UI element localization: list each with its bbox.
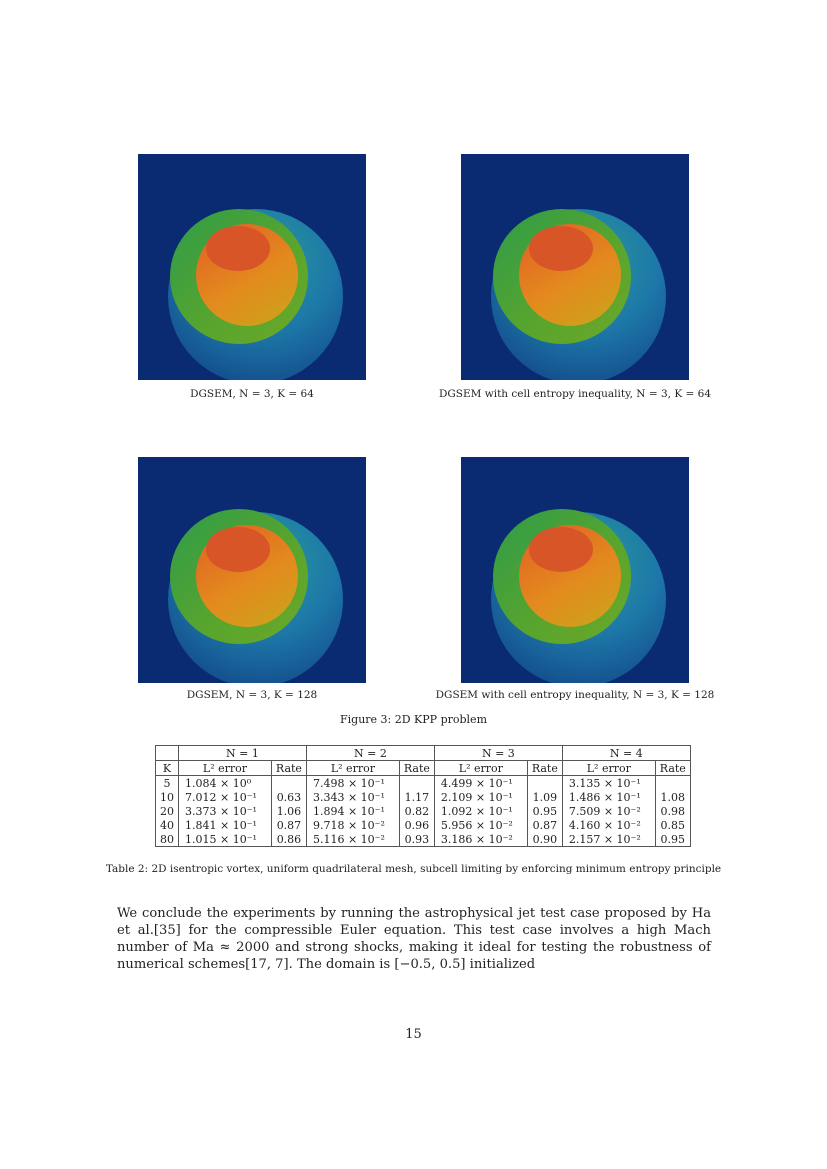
cell-error: 1.092 × 10⁻¹ (433, 804, 528, 818)
cell-error: 3.135 × 10⁻¹ (561, 775, 656, 790)
cell-error: 2.109 × 10⁻¹ (433, 790, 528, 804)
red-cap (529, 527, 593, 572)
cell-error: 3.186 × 10⁻² (433, 832, 528, 847)
panel-caption-tr: DGSEM with cell entropy inequality, N = … (438, 388, 711, 400)
cell-rate: 0.63 (270, 790, 307, 804)
figure-panel-entropy-k64 (461, 154, 689, 380)
col-header-error: L² error (433, 760, 528, 776)
figure-panel-dgsem-k64 (138, 154, 366, 380)
table-row: 20 3.373 × 10⁻¹ 1.06 1.894 × 10⁻¹ 0.82 1… (155, 804, 691, 818)
cell-rate: 0.87 (526, 818, 563, 832)
cell-k: 80 (155, 832, 179, 847)
cell-error: 5.116 × 10⁻² (305, 832, 400, 847)
cell-error: 7.498 × 10⁻¹ (305, 775, 400, 790)
cell-error: 3.373 × 10⁻¹ (178, 804, 272, 818)
group-header: N = 2 (305, 745, 435, 761)
red-cap (206, 527, 270, 572)
cell-error: 1.894 × 10⁻¹ (305, 804, 400, 818)
panel-caption-br: DGSEM with cell entropy inequality, N = … (435, 689, 715, 701)
cell-rate: 0.82 (398, 804, 435, 818)
col-header-error: L² error (561, 760, 656, 776)
cell-rate (270, 775, 307, 790)
body-paragraph: We conclude the experiments by running t… (117, 905, 711, 973)
convergence-table: N = 1 N = 2 N = 3 N = 4 K L² error Rate … (155, 745, 691, 847)
cell-error: 7.509 × 10⁻² (561, 804, 656, 818)
table-row: 40 1.841 × 10⁻¹ 0.87 9.718 × 10⁻² 0.96 5… (155, 818, 691, 832)
group-header: N = 1 (178, 745, 307, 761)
cell-error: 9.718 × 10⁻² (305, 818, 400, 832)
cell-k: 20 (155, 804, 179, 818)
table-row: 10 7.012 × 10⁻¹ 0.63 3.343 × 10⁻¹ 1.17 2… (155, 790, 691, 804)
cell-rate: 0.93 (398, 832, 435, 847)
cell-rate: 0.85 (654, 818, 691, 832)
cell-error: 5.956 × 10⁻² (433, 818, 528, 832)
cell-rate: 1.08 (654, 790, 691, 804)
figure-panel-entropy-k128 (461, 457, 689, 683)
col-header-rate: Rate (398, 760, 435, 776)
cell-error: 1.486 × 10⁻¹ (561, 790, 656, 804)
cell-error: 1.841 × 10⁻¹ (178, 818, 272, 832)
group-header: N = 3 (433, 745, 563, 761)
cell-rate: 1.06 (270, 804, 307, 818)
cell-error: 4.499 × 10⁻¹ (433, 775, 528, 790)
red-cap (206, 226, 270, 271)
table-row: 80 1.015 × 10⁻¹ 0.86 5.116 × 10⁻² 0.93 3… (155, 832, 691, 847)
col-header-rate: Rate (270, 760, 307, 776)
table-row: 5 1.084 × 10⁰ 7.498 × 10⁻¹ 4.499 × 10⁻¹ … (155, 775, 691, 790)
cell-rate: 0.95 (526, 804, 563, 818)
figure-caption: Figure 3: 2D KPP problem (340, 713, 487, 726)
cell-error: 4.160 × 10⁻² (561, 818, 656, 832)
cell-rate (526, 775, 563, 790)
col-header-error: L² error (178, 760, 272, 776)
table-corner-cell (155, 745, 179, 761)
cell-rate: 1.17 (398, 790, 435, 804)
cell-error: 3.343 × 10⁻¹ (305, 790, 400, 804)
cell-rate: 0.86 (270, 832, 307, 847)
cell-error: 2.157 × 10⁻² (561, 832, 656, 847)
cell-k: 5 (155, 775, 179, 790)
col-header-rate: Rate (654, 760, 691, 776)
table-group-header-row: N = 1 N = 2 N = 3 N = 4 (155, 745, 691, 761)
col-header-k: K (155, 760, 179, 776)
cell-error: 1.084 × 10⁰ (178, 775, 272, 790)
cell-k: 10 (155, 790, 179, 804)
cell-k: 40 (155, 818, 179, 832)
panel-caption-tl: DGSEM, N = 3, K = 64 (190, 388, 314, 400)
red-cap (529, 226, 593, 271)
cell-rate: 0.90 (526, 832, 563, 847)
figure-panel-dgsem-k128 (138, 457, 366, 683)
cell-error: 1.015 × 10⁻¹ (178, 832, 272, 847)
table-caption: Table 2: 2D isentropic vortex, uniform q… (105, 863, 722, 875)
cell-rate (654, 775, 691, 790)
paragraph-text: We conclude the experiments by running t… (117, 906, 711, 972)
table-column-header-row: K L² error Rate L² error Rate L² error R… (155, 760, 691, 776)
cell-rate (398, 775, 435, 790)
cell-rate: 0.87 (270, 818, 307, 832)
page-number: 15 (405, 1027, 422, 1042)
cell-rate: 0.96 (398, 818, 435, 832)
panel-caption-bl: DGSEM, N = 3, K = 128 (186, 689, 318, 701)
col-header-rate: Rate (526, 760, 563, 776)
cell-rate: 0.98 (654, 804, 691, 818)
cell-error: 7.012 × 10⁻¹ (178, 790, 272, 804)
group-header: N = 4 (561, 745, 691, 761)
cell-rate: 1.09 (526, 790, 563, 804)
cell-rate: 0.95 (654, 832, 691, 847)
col-header-error: L² error (305, 760, 400, 776)
